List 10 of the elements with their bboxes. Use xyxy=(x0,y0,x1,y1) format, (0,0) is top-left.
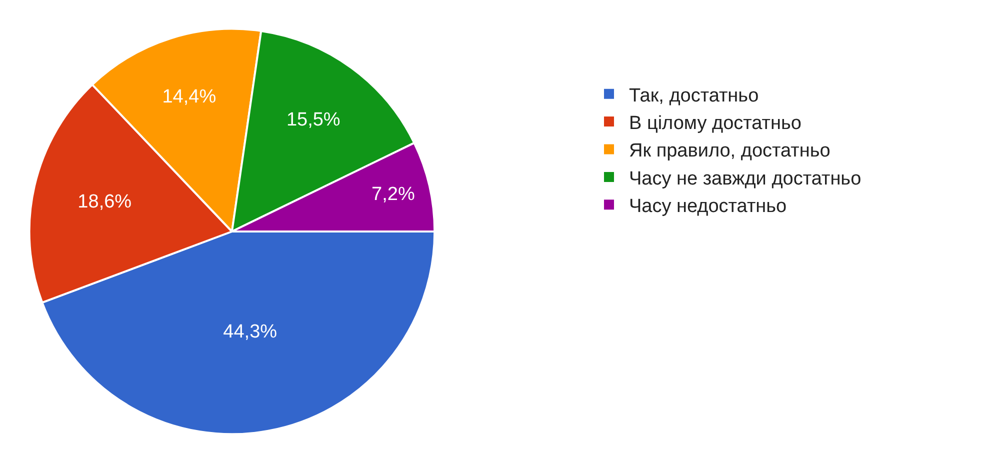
legend-label: В цілому достатньо xyxy=(629,112,802,134)
data-label: 44,3% xyxy=(223,322,278,343)
data-label: 7,2% xyxy=(372,184,415,205)
data-label: 15,5% xyxy=(286,110,340,131)
legend-label: Часу недостатньо xyxy=(629,196,787,218)
data-label: 18,6% xyxy=(78,192,132,213)
legend-label: Як правило, достатньо xyxy=(629,140,830,162)
data-label: 14,4% xyxy=(162,86,216,108)
legend-label: Так, достатньо xyxy=(629,85,759,106)
legend-label: Часу не завжди достатньо xyxy=(629,168,862,190)
